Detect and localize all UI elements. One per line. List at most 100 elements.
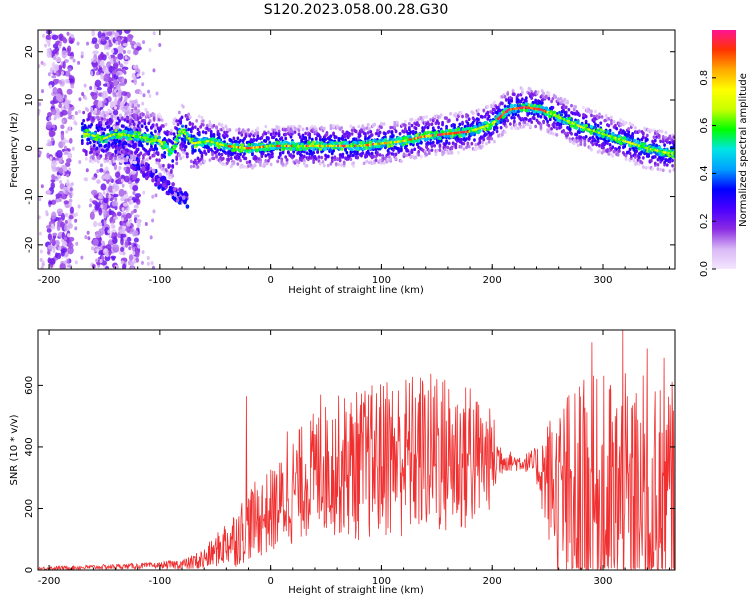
spectrogram-cell: [610, 116, 613, 120]
spectrogram-cell: [101, 91, 107, 99]
spectrogram-cell: [513, 116, 516, 120]
spectrogram-cell: [68, 127, 71, 131]
spectrogram-cell: [457, 151, 460, 155]
spectrogram-cell: [492, 131, 495, 135]
spectrogram-cell: [103, 191, 106, 195]
spectrogram-cell: [550, 127, 553, 131]
spectrogram-cell: [500, 126, 503, 130]
spectrogram-cell: [663, 143, 666, 147]
spectrogram-cell: [147, 90, 150, 94]
spectrogram-cell: [129, 112, 132, 116]
spectrogram-cell: [156, 91, 159, 95]
spectrogram-cell: [97, 87, 102, 90]
spectrogram-cell: [63, 61, 66, 69]
spectrogram-cell: [372, 155, 375, 159]
spectrogram-cell: [142, 167, 146, 171]
spectrogram-cell: [611, 154, 614, 158]
spectrogram-cell: [85, 177, 88, 181]
spectrogram-cell: [154, 135, 157, 138]
spectrogram-cell: [642, 132, 645, 136]
spectrogram-cell: [86, 142, 89, 146]
spectrogram-cell: [327, 164, 330, 168]
spectrogram-cell: [155, 158, 158, 162]
spectrogram-cell: [403, 130, 406, 134]
spectrogram-cell: [439, 148, 442, 152]
spectrogram-cell: [92, 50, 98, 54]
spectrogram-cell: [179, 197, 183, 201]
spectrogram-cell: [132, 191, 135, 195]
spectrogram-cell: [114, 197, 117, 201]
spectrogram-cell: [47, 190, 50, 194]
spectrogram-cell: [629, 148, 632, 152]
spectrogram-cell: [118, 166, 121, 170]
spectrogram-cell: [631, 124, 634, 128]
spectrogram-cell: [239, 139, 242, 143]
spectrogram-cell: [650, 129, 653, 133]
spectrogram-cell: [122, 124, 125, 128]
spectrogram-cell: [92, 156, 95, 160]
spectrogram-cell: [318, 155, 321, 159]
spectrogram-cell: [122, 207, 125, 211]
spectrogram-cell: [70, 206, 74, 213]
spectrogram-cell: [175, 162, 178, 166]
spectrogram-cell: [104, 220, 107, 224]
spectrogram-cell: [104, 117, 107, 121]
spectrogram-cell: [112, 189, 115, 193]
spectrogram-cell: [163, 155, 166, 159]
spectrogram-cell: [661, 130, 664, 134]
spectrogram-cell: [365, 154, 368, 158]
spectrogram-cell: [177, 123, 180, 127]
spectrogram-cell: [335, 135, 338, 139]
spectrogram-cell: [189, 115, 192, 119]
spectrogram-cell: [71, 34, 74, 38]
spectrogram-cell: [130, 160, 133, 164]
spectrogram-cell: [559, 125, 562, 129]
spectrogram-cell: [529, 124, 532, 128]
spectrogram-cell: [198, 131, 201, 135]
spectrogram-cell: [41, 184, 44, 188]
spectrogram-cell: [445, 125, 448, 129]
spectrogram-cell: [474, 147, 477, 151]
spectrogram-cell: [411, 118, 414, 122]
spectrogram-cell: [462, 147, 465, 151]
spectrogram-cell: [127, 50, 131, 54]
spectrogram-cell: [205, 152, 208, 156]
spectrogram-cell: [286, 147, 289, 150]
spectrogram-cell: [162, 124, 165, 128]
spectrogram-cell: [388, 151, 391, 155]
spectrogram-cell: [654, 132, 657, 136]
spectrogram-cell: [74, 226, 77, 230]
spectrogram-cell: [96, 179, 100, 184]
spectrogram-cell: [256, 137, 259, 141]
spectrogram-cell: [106, 159, 109, 163]
spectrogram-cell: [247, 143, 250, 146]
spectrogram-cell: [590, 114, 593, 118]
spectrogram-cell: [91, 190, 98, 196]
spectrogram-cell: [81, 141, 84, 145]
spectrogram-cell: [316, 150, 319, 154]
spectrogram-cell: [534, 125, 537, 129]
spectrogram-cell: [320, 126, 323, 130]
spectrogram-cell: [97, 222, 102, 226]
spectrogram-cell: [38, 102, 41, 106]
spectrogram-cell: [482, 108, 485, 112]
spectrogram-cell: [594, 123, 597, 127]
spectrogram-cell: [634, 126, 637, 130]
spectrogram-cell: [158, 43, 161, 47]
spectrogram-cell: [87, 231, 90, 235]
spectrogram-cell: [306, 127, 309, 131]
spectrogram-cell: [188, 137, 191, 140]
spectrogram-cell: [440, 113, 443, 117]
spectrogram-cell: [55, 57, 61, 63]
spectrogram-cell: [125, 142, 128, 146]
spectrogram-cell: [53, 69, 56, 73]
spectrogram-cell: [207, 148, 210, 152]
spectrogram-cell: [96, 248, 99, 252]
spectrogram-cell: [84, 84, 87, 88]
spectrogram-cell: [270, 133, 273, 137]
spectrogram-cell: [553, 125, 556, 129]
spectrogram-cell: [129, 219, 132, 223]
spectrogram-cell: [173, 187, 177, 191]
spectrogram-cell: [267, 131, 270, 135]
spectrogram-cell: [100, 144, 103, 148]
